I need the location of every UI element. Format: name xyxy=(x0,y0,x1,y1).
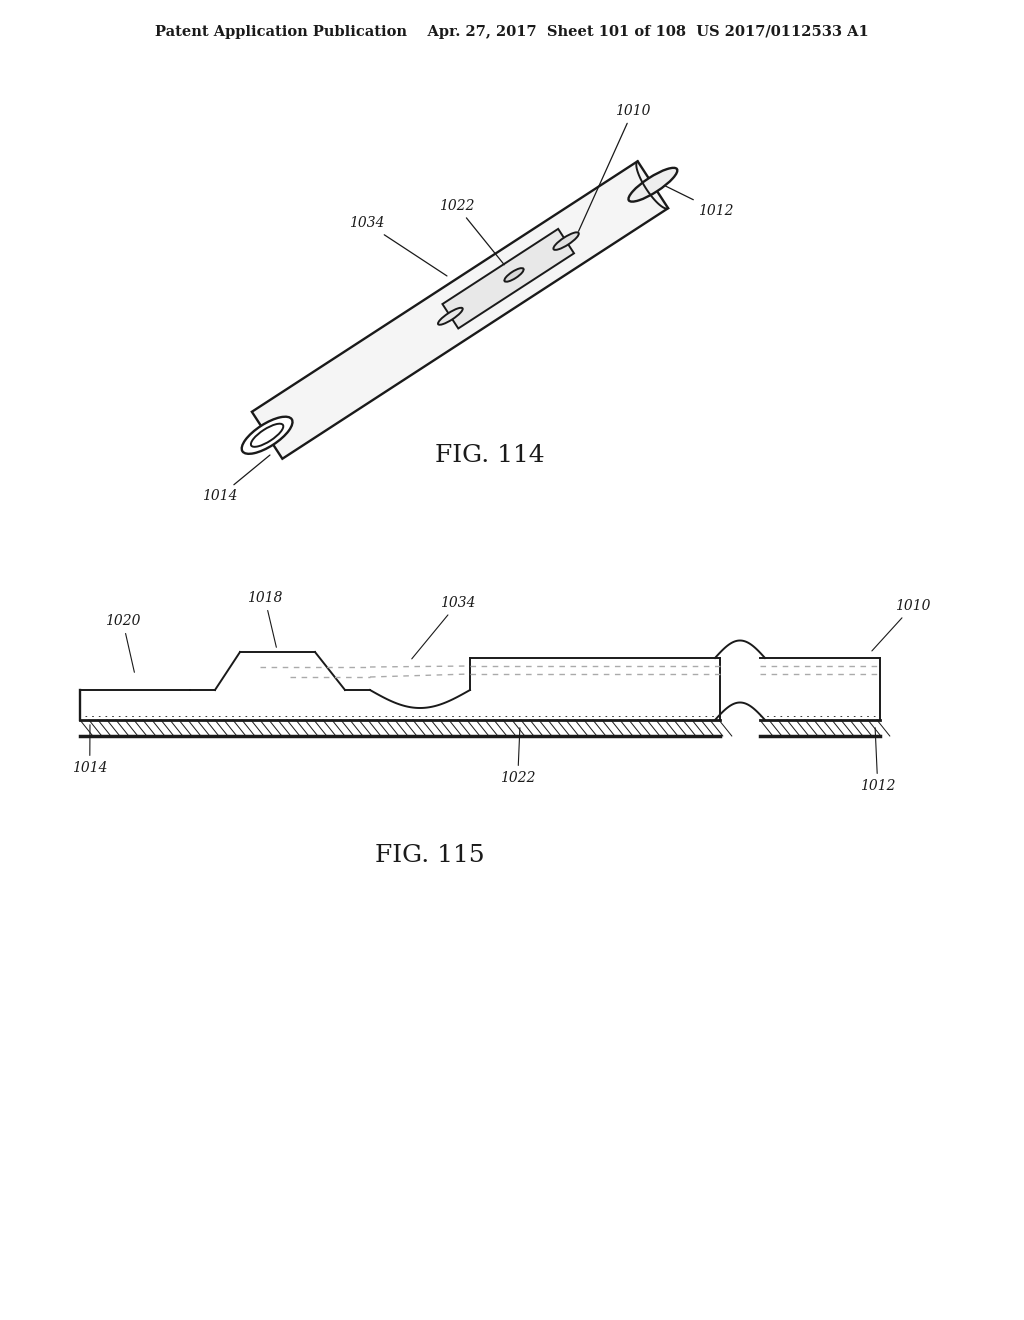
Polygon shape xyxy=(252,161,668,459)
Text: 1012: 1012 xyxy=(666,186,733,218)
Ellipse shape xyxy=(553,232,579,249)
Ellipse shape xyxy=(438,308,463,325)
Text: 1010: 1010 xyxy=(579,104,650,231)
Ellipse shape xyxy=(629,168,677,202)
Polygon shape xyxy=(442,228,574,329)
Text: 1022: 1022 xyxy=(500,727,536,785)
Text: FIG. 114: FIG. 114 xyxy=(435,444,545,466)
Text: 1010: 1010 xyxy=(871,599,931,651)
Text: 1014: 1014 xyxy=(202,455,270,503)
Text: 1022: 1022 xyxy=(439,199,504,265)
Text: 1034: 1034 xyxy=(349,216,446,276)
Text: Patent Application Publication    Apr. 27, 2017  Sheet 101 of 108  US 2017/01125: Patent Application Publication Apr. 27, … xyxy=(155,25,869,40)
Ellipse shape xyxy=(251,424,284,447)
Text: 1014: 1014 xyxy=(72,725,108,775)
Ellipse shape xyxy=(242,417,293,454)
Ellipse shape xyxy=(505,268,523,281)
Text: 1034: 1034 xyxy=(412,597,475,659)
Text: FIG. 115: FIG. 115 xyxy=(375,843,484,866)
Text: 1018: 1018 xyxy=(247,591,283,647)
Text: 1012: 1012 xyxy=(860,727,896,793)
Text: 1020: 1020 xyxy=(105,614,140,672)
